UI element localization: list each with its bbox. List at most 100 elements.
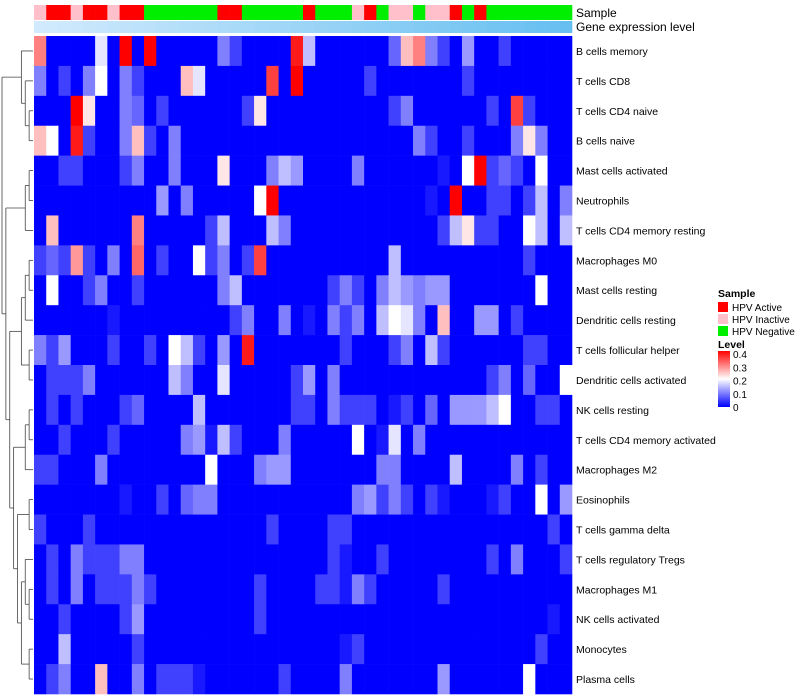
- heatmap-cell: [144, 484, 157, 515]
- heatmap-cell: [339, 365, 353, 396]
- heatmap-cell: [327, 424, 340, 456]
- expression-annotation-cell: [449, 21, 463, 33]
- heatmap-cell: [192, 424, 206, 456]
- heatmap-cell: [241, 544, 255, 575]
- heatmap-cell: [339, 544, 353, 575]
- heatmap-cell: [376, 215, 389, 246]
- heatmap-cell: [303, 185, 316, 216]
- heatmap-cell: [95, 634, 108, 665]
- expression-annotation-cell: [217, 21, 230, 33]
- heatmap-cell: [156, 215, 169, 246]
- heatmap-cell: [535, 454, 548, 485]
- heatmap-cell: [34, 335, 47, 366]
- heatmap-cell: [498, 36, 512, 67]
- heatmap-cell: [559, 155, 573, 186]
- heatmap-cell: [425, 125, 438, 156]
- heatmap-cell: [449, 335, 463, 366]
- heatmap-cell: [278, 95, 292, 127]
- heatmap-cell: [510, 305, 524, 336]
- heatmap-cell: [95, 664, 108, 695]
- heatmap-cell: [388, 634, 402, 665]
- heatmap-cell: [315, 514, 328, 545]
- heatmap-cell: [290, 454, 304, 485]
- heatmap-cell: [144, 424, 157, 456]
- heatmap-cell: [388, 544, 402, 575]
- heatmap-cell: [413, 245, 426, 276]
- heatmap-cell: [82, 125, 96, 156]
- legend-level-title: Level: [718, 339, 745, 351]
- heatmap-cell: [217, 604, 230, 635]
- heatmap-cell: [474, 335, 487, 366]
- expression-annotation-cell: [535, 21, 548, 33]
- heatmap-cell: [486, 365, 499, 396]
- heatmap-cell: [168, 215, 182, 246]
- row-label: Mast cells resting: [576, 285, 657, 297]
- expression-annotation-cell: [144, 21, 157, 33]
- heatmap-cell: [82, 544, 96, 575]
- heatmap-cell: [46, 125, 59, 156]
- sample-annotation-cell: [131, 5, 145, 20]
- heatmap-cell: [535, 125, 548, 156]
- heatmap-cell: [474, 514, 487, 545]
- heatmap-cell: [290, 65, 304, 97]
- heatmap-cell: [180, 245, 194, 276]
- heatmap-cell: [535, 544, 548, 575]
- expression-annotation-cell: [425, 21, 438, 33]
- heatmap-cells: [34, 36, 573, 695]
- heatmap-cell: [144, 65, 157, 97]
- heatmap-cell: [229, 454, 243, 485]
- heatmap-cell: [278, 305, 292, 336]
- heatmap-cell: [559, 335, 573, 366]
- heatmap-cell: [486, 305, 499, 336]
- sample-annotation-cell: [192, 5, 206, 20]
- heatmap-cell: [266, 245, 279, 276]
- heatmap-cell: [82, 335, 96, 366]
- heatmap-cell: [46, 215, 59, 246]
- expression-annotation-cell: [266, 21, 279, 33]
- heatmap-cell: [498, 634, 512, 665]
- heatmap-cell: [461, 185, 475, 216]
- heatmap-cell: [82, 365, 96, 396]
- heatmap-cell: [119, 604, 133, 635]
- expression-annotation-cell: [119, 21, 133, 33]
- heatmap-cell: [547, 95, 561, 127]
- heatmap-cell: [315, 185, 328, 216]
- heatmap-cell: [498, 484, 512, 515]
- heatmap-cell: [400, 65, 414, 97]
- heatmap-cell: [461, 125, 475, 156]
- heatmap-cell: [192, 95, 206, 127]
- heatmap-cell: [70, 365, 84, 396]
- heatmap-cell: [376, 484, 389, 515]
- heatmap-cell: [82, 574, 96, 605]
- heatmap-cell: [523, 454, 536, 485]
- heatmap-cell: [351, 245, 365, 276]
- heatmap-cell: [144, 574, 157, 605]
- heatmap-cell: [535, 245, 548, 276]
- heatmap-cell: [95, 185, 108, 216]
- heatmap-cell: [474, 634, 487, 665]
- heatmap-cell: [510, 155, 524, 186]
- heatmap-cell: [547, 65, 561, 97]
- heatmap-cell: [388, 664, 402, 695]
- heatmap-cell: [486, 454, 499, 485]
- heatmap-cell: [351, 604, 365, 635]
- heatmap-cell: [70, 245, 84, 276]
- heatmap-cell: [180, 125, 194, 156]
- heatmap-cell: [266, 65, 279, 97]
- sample-annotation-cell: [278, 5, 292, 20]
- heatmap-cell: [254, 454, 267, 485]
- heatmap-cell: [254, 394, 267, 426]
- heatmap-cell: [217, 215, 230, 246]
- heatmap-cell: [425, 275, 438, 306]
- heatmap-cell: [217, 125, 230, 156]
- heatmap-cell: [303, 245, 316, 276]
- heatmap-cell: [498, 424, 512, 456]
- heatmap-cell: [303, 424, 316, 456]
- heatmap-cell: [425, 155, 438, 186]
- heatmap-cell: [254, 125, 267, 156]
- heatmap-cell: [34, 604, 47, 635]
- heatmap-cell: [376, 604, 389, 635]
- heatmap-cell: [290, 394, 304, 426]
- heatmap-cell: [461, 484, 475, 515]
- heatmap-cell: [229, 365, 243, 396]
